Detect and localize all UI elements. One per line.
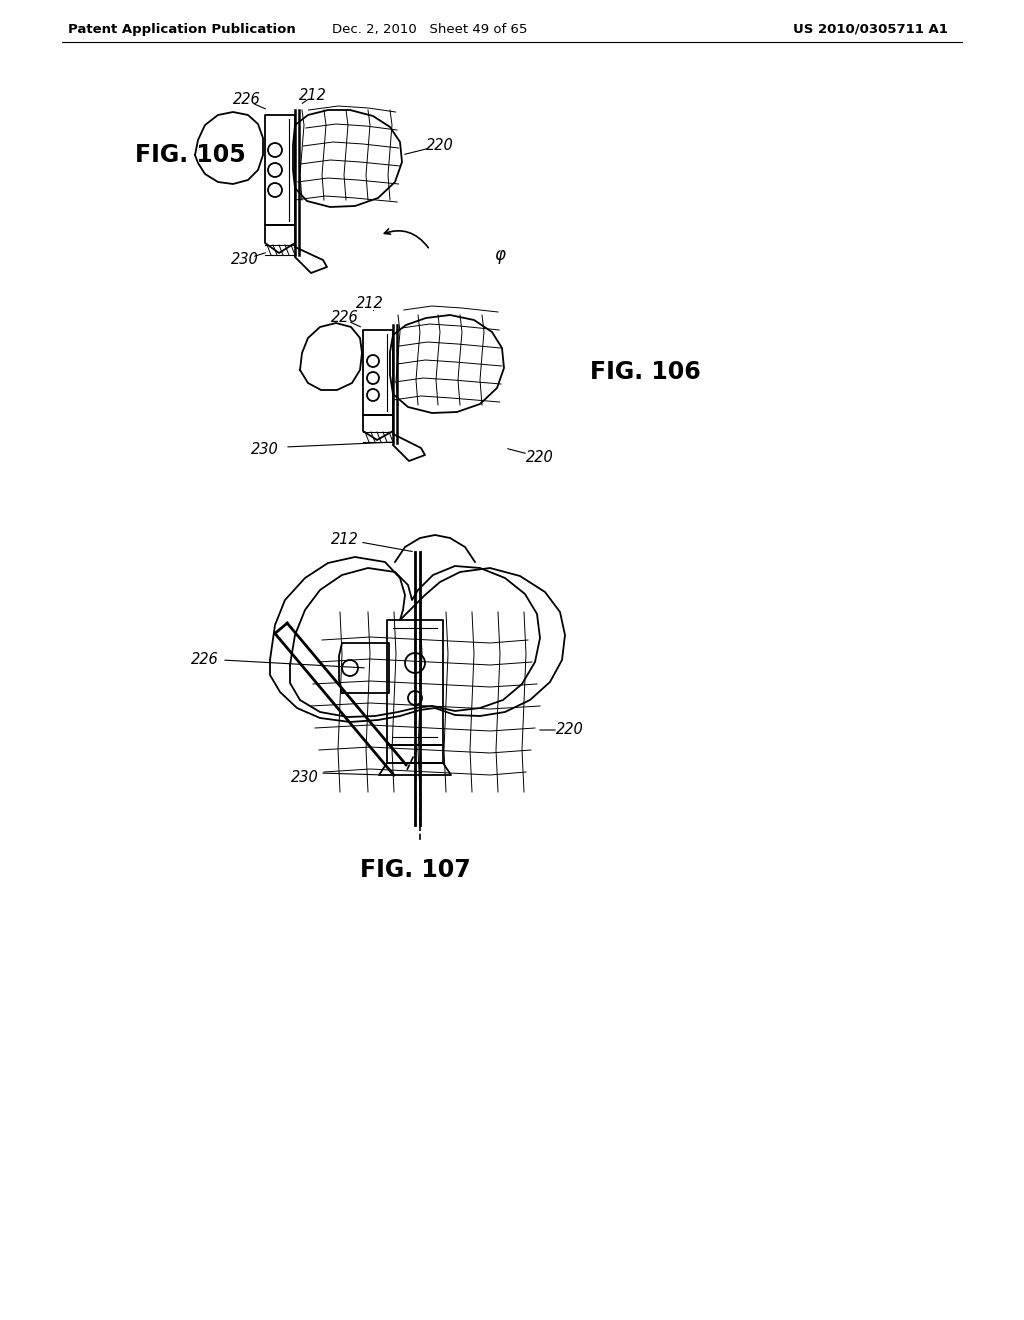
Text: 220: 220 xyxy=(556,722,584,738)
Text: 220: 220 xyxy=(426,137,454,153)
Text: 230: 230 xyxy=(231,252,259,268)
Text: 226: 226 xyxy=(191,652,219,668)
Text: φ: φ xyxy=(495,246,506,264)
Text: 212: 212 xyxy=(331,532,358,548)
Text: FIG. 107: FIG. 107 xyxy=(359,858,470,882)
Text: Patent Application Publication: Patent Application Publication xyxy=(68,22,296,36)
Text: 230: 230 xyxy=(291,771,318,785)
Text: US 2010/0305711 A1: US 2010/0305711 A1 xyxy=(793,22,947,36)
Text: 212: 212 xyxy=(356,296,384,310)
Text: 230: 230 xyxy=(251,442,279,458)
Text: 212: 212 xyxy=(299,87,327,103)
Text: 226: 226 xyxy=(331,309,358,325)
Text: Dec. 2, 2010   Sheet 49 of 65: Dec. 2, 2010 Sheet 49 of 65 xyxy=(333,22,527,36)
Text: 226: 226 xyxy=(233,92,261,107)
Text: FIG. 105: FIG. 105 xyxy=(135,143,246,168)
Text: FIG. 106: FIG. 106 xyxy=(590,360,700,384)
Text: 220: 220 xyxy=(526,450,554,465)
